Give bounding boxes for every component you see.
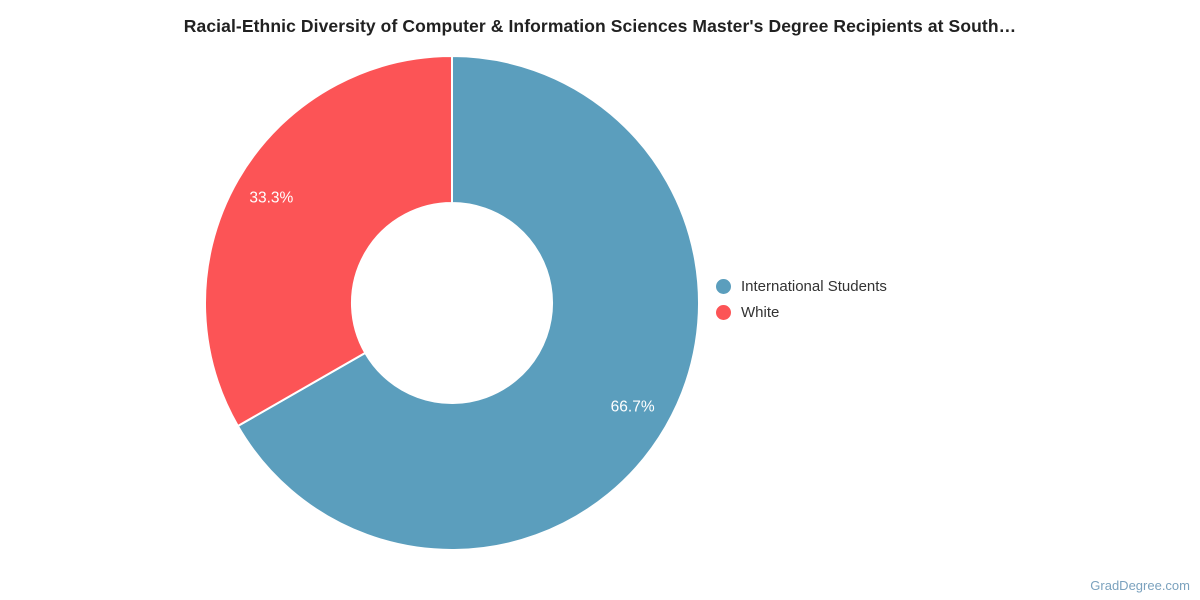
legend-item-label: International Students bbox=[741, 277, 887, 295]
legend-item-white[interactable]: White bbox=[716, 299, 887, 325]
legend-item-international-students[interactable]: International Students bbox=[716, 273, 887, 299]
legend-marker-icon bbox=[716, 278, 731, 294]
watermark-link[interactable]: GradDegree.com bbox=[1090, 578, 1190, 593]
legend-marker-icon bbox=[716, 304, 731, 320]
slice-percent-label: 33.3% bbox=[249, 190, 293, 207]
chart-legend: International Students White bbox=[716, 273, 887, 325]
chart-title: Racial-Ethnic Diversity of Computer & In… bbox=[183, 16, 1017, 36]
slice-percent-label: 66.7% bbox=[611, 399, 655, 416]
pie-slice-white[interactable] bbox=[204, 55, 453, 428]
legend-item-label: White bbox=[741, 303, 780, 321]
pie-slice-international-students[interactable] bbox=[236, 55, 700, 551]
